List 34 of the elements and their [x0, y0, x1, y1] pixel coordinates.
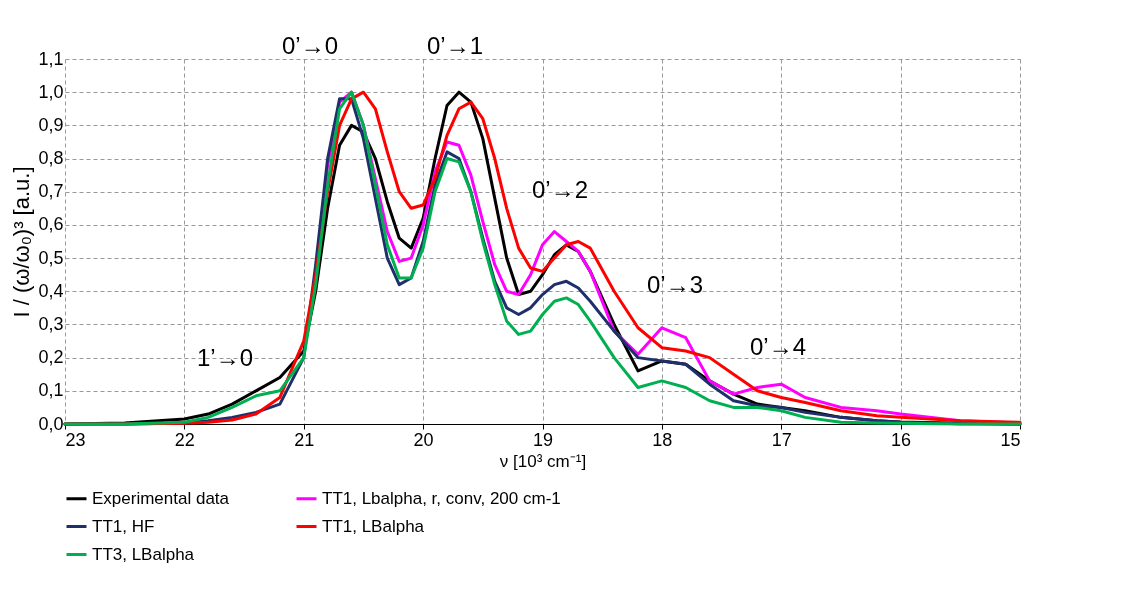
annotation: 0’→4	[749, 333, 807, 360]
y-axis-title: I / (ω/ω₀)³ [a.u.]	[9, 166, 35, 318]
legend-label: Experimental data	[92, 488, 230, 508]
x-tick-label: 15	[1000, 429, 1021, 450]
y-tick-label: 0,5	[38, 247, 64, 268]
legend-label: TT1, LBalpha	[322, 516, 425, 536]
x-tick-label: 16	[891, 429, 912, 450]
y-tick-label: 0,1	[38, 380, 64, 401]
x-axis-title: ν [10³ cm⁻¹]	[499, 451, 587, 471]
y-tick-label: 0,7	[38, 181, 64, 202]
annotation: 0’→2	[531, 176, 589, 203]
legend-label: TT1, HF	[92, 516, 155, 536]
y-tick-label: 1,1	[38, 48, 64, 69]
x-tick-label: 20	[413, 429, 434, 450]
x-tick-label: 23	[65, 429, 86, 450]
x-tick-label: 18	[652, 429, 673, 450]
y-tick-label: 0,9	[38, 114, 64, 135]
x-tick-label: 22	[174, 429, 195, 450]
x-tick-label: 21	[294, 429, 315, 450]
text: 0’→1	[426, 32, 484, 59]
text: 0’→0	[281, 32, 339, 59]
y-tick-label: 1,0	[38, 81, 64, 102]
x-tick-label: 17	[771, 429, 792, 450]
y-tick-label: 0,6	[38, 214, 64, 235]
y-tick-label: 0,3	[38, 313, 64, 334]
y-tick-label: 0,0	[38, 413, 64, 434]
annotation: 1’→0	[196, 344, 254, 371]
legend-label: TT3, LBalpha	[92, 544, 195, 564]
y-tick-label: 0,8	[38, 148, 64, 169]
x-tick-label: 19	[532, 429, 554, 450]
y-tick-label: 0,4	[38, 280, 64, 301]
y-tick-label: 0,2	[38, 347, 64, 368]
legend-label: TT1, Lbalpha, r, conv, 200 cm-1	[322, 488, 561, 508]
annotation: 0’→3	[646, 271, 704, 298]
